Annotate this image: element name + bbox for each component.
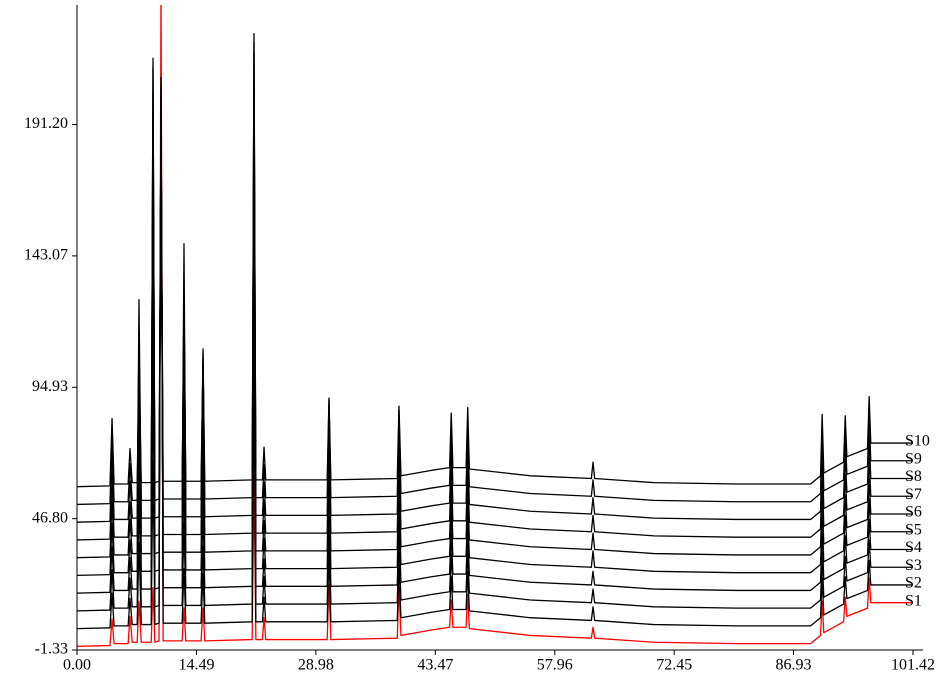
series-line: [77, 50, 913, 523]
x-tick-label: 14.49: [178, 657, 214, 674]
x-tick-label: 43.47: [417, 657, 453, 674]
series-label: S5: [905, 521, 922, 538]
y-tick-label: 191.20: [24, 115, 68, 132]
series-label: S3: [905, 557, 922, 574]
y-tick-label: -1.33: [35, 641, 68, 658]
y-tick-label: 94.93: [32, 378, 68, 395]
series-label: S9: [905, 450, 922, 467]
series-label: S2: [905, 575, 922, 592]
series-label: S6: [905, 504, 922, 521]
series-line: [77, 5, 913, 648]
series-label: S4: [905, 539, 922, 556]
plot-area: [77, 5, 913, 648]
x-tick-label: 0.00: [63, 657, 91, 674]
x-tick-label: 57.96: [537, 657, 573, 674]
x-tick-label: 28.98: [298, 657, 334, 674]
y-tick-label: 143.07: [24, 247, 68, 264]
series-line: [77, 41, 913, 541]
y-tick-label: 46.80: [32, 509, 68, 526]
series-label: S7: [905, 486, 922, 503]
series-label: S10: [905, 433, 930, 450]
x-tick-label: 72.45: [656, 657, 692, 674]
series-label: S8: [905, 468, 922, 485]
series-line: [77, 97, 913, 488]
x-tick-label: 86.93: [776, 657, 812, 674]
x-tick-label: 101.42: [891, 657, 935, 674]
series-label: S1: [905, 592, 922, 609]
